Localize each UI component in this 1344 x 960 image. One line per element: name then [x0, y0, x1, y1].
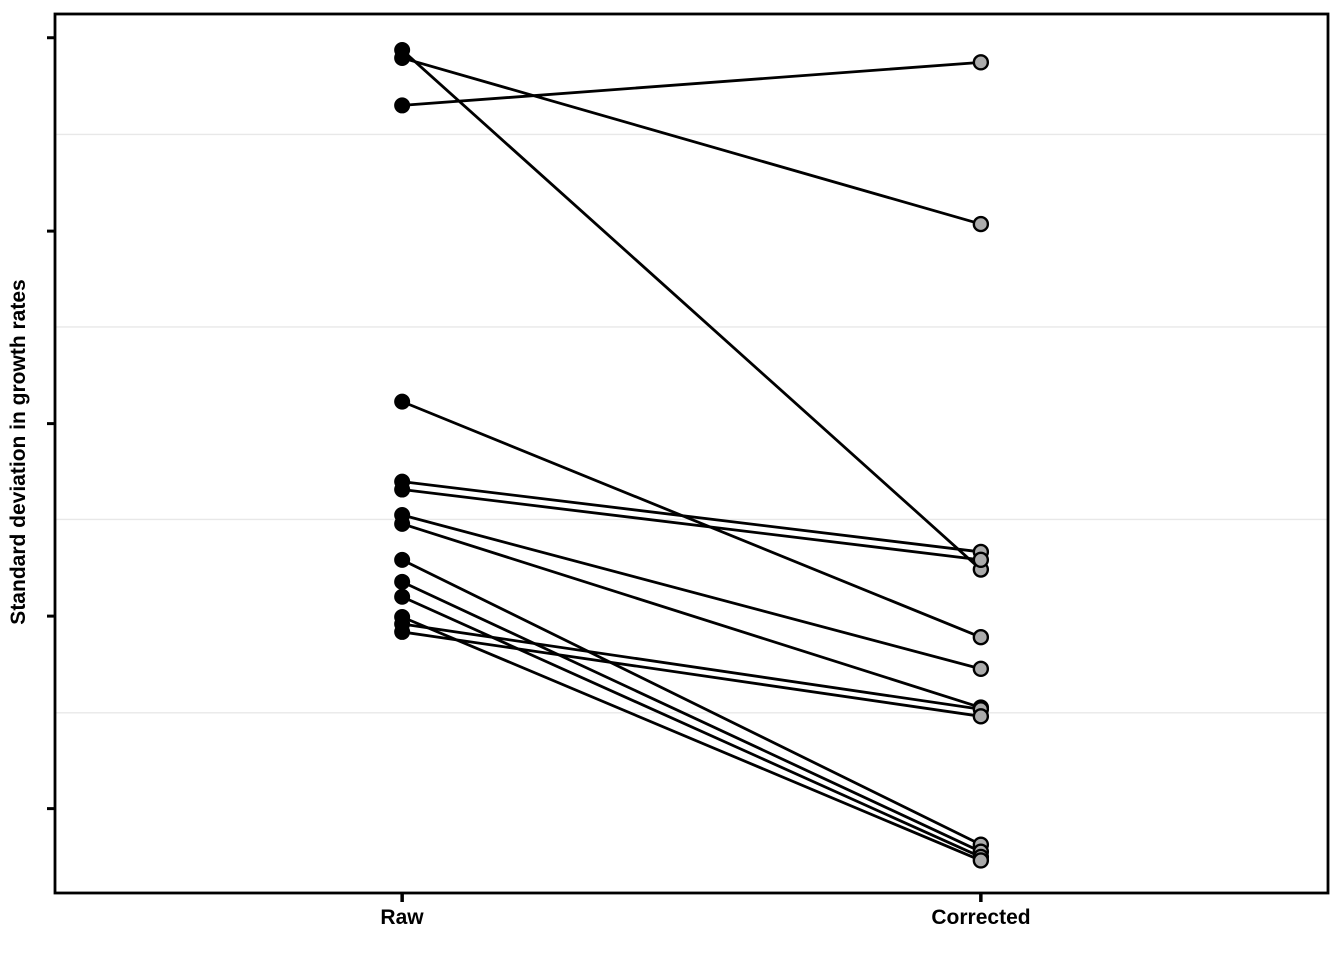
slope-line — [400, 622, 983, 711]
raw-point — [394, 481, 411, 498]
raw-point — [394, 515, 411, 532]
corrected-points — [972, 54, 990, 869]
slope-line — [400, 60, 983, 107]
corrected-point — [972, 54, 990, 71]
corrected-point — [972, 629, 990, 646]
x-category-label-raw: Raw — [380, 906, 424, 929]
raw-point — [394, 623, 411, 640]
slope-line — [400, 48, 983, 571]
panel-border-rect — [53, 12, 1330, 895]
slope-line — [400, 400, 983, 639]
raw-point — [394, 551, 411, 568]
corrected-point — [972, 852, 990, 869]
y-axis-title: Standard deviation in growth rates — [7, 279, 30, 624]
slope-line — [400, 480, 983, 554]
slope-line — [400, 630, 983, 718]
raw-point — [394, 588, 411, 605]
panel-border — [53, 12, 1330, 895]
slope-line — [400, 513, 983, 671]
x-axis-ticks — [400, 894, 983, 902]
minor-gridlines — [55, 133, 1328, 714]
raw-points — [394, 42, 411, 640]
slope-line — [400, 595, 983, 859]
slope-line — [400, 558, 983, 847]
raw-point — [394, 573, 411, 590]
corrected-point — [972, 215, 990, 233]
slope-line — [400, 615, 983, 862]
slope-line — [400, 522, 983, 709]
raw-point — [394, 393, 411, 410]
x-category-label-corrected: Corrected — [931, 906, 1030, 929]
slope-line — [400, 488, 983, 562]
corrected-point — [972, 660, 990, 678]
raw-point — [394, 49, 411, 66]
raw-point — [394, 97, 411, 114]
corrected-point — [972, 708, 990, 725]
y-axis-ticks — [47, 36, 55, 811]
slope-line — [400, 580, 983, 854]
slope-line — [400, 56, 983, 226]
corrected-point — [972, 551, 990, 569]
slope-lines — [400, 48, 983, 862]
